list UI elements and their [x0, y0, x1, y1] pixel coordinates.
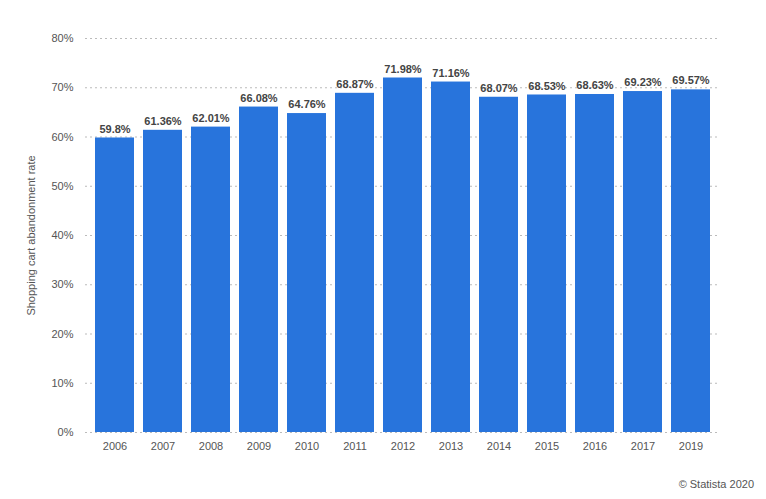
- svg-text:2006: 2006: [103, 440, 127, 452]
- svg-text:Shopping cart abandonment rate: Shopping cart abandonment rate: [25, 155, 37, 315]
- svg-text:2014: 2014: [487, 440, 511, 452]
- svg-text:80%: 80%: [51, 32, 73, 44]
- svg-text:60%: 60%: [51, 131, 73, 143]
- html-text:© Statista 2020: © Statista 2020: [678, 478, 754, 490]
- svg-text:68.63%: 68.63%: [576, 79, 614, 91]
- svg-text:66.08%: 66.08%: [240, 92, 278, 104]
- svg-text:70%: 70%: [51, 81, 73, 93]
- svg-text:30%: 30%: [51, 278, 73, 290]
- svg-text:20%: 20%: [51, 328, 73, 340]
- svg-text:64.76%: 64.76%: [288, 98, 326, 110]
- svg-text:0%: 0%: [58, 426, 74, 438]
- svg-text:2019: 2019: [679, 440, 703, 452]
- svg-text:40%: 40%: [51, 229, 73, 241]
- svg-text:2008: 2008: [199, 440, 223, 452]
- svg-text:2007: 2007: [151, 440, 175, 452]
- svg-text:2017: 2017: [631, 440, 655, 452]
- svg-text:2013: 2013: [439, 440, 463, 452]
- svg-text:69.23%: 69.23%: [624, 76, 662, 88]
- svg-text:2015: 2015: [535, 440, 559, 452]
- svg-text:71.16%: 71.16%: [432, 67, 470, 79]
- svg-text:2011: 2011: [343, 440, 367, 452]
- svg-text:68.07%: 68.07%: [480, 82, 518, 94]
- svg-text:71.98%: 71.98%: [384, 63, 422, 75]
- svg-text:68.87%: 68.87%: [336, 78, 374, 90]
- svg-text:59.8%: 59.8%: [99, 123, 130, 135]
- svg-text:2012: 2012: [391, 440, 415, 452]
- svg-text:69.57%: 69.57%: [672, 74, 710, 86]
- svg-text:2009: 2009: [247, 440, 271, 452]
- svg-text:2010: 2010: [295, 440, 319, 452]
- svg-text:61.36%: 61.36%: [144, 115, 182, 127]
- svg-text:68.53%: 68.53%: [528, 80, 566, 92]
- svg-text:2016: 2016: [583, 440, 607, 452]
- svg-text:10%: 10%: [51, 377, 73, 389]
- svg-text:62.01%: 62.01%: [192, 112, 230, 124]
- svg-text:50%: 50%: [51, 180, 73, 192]
